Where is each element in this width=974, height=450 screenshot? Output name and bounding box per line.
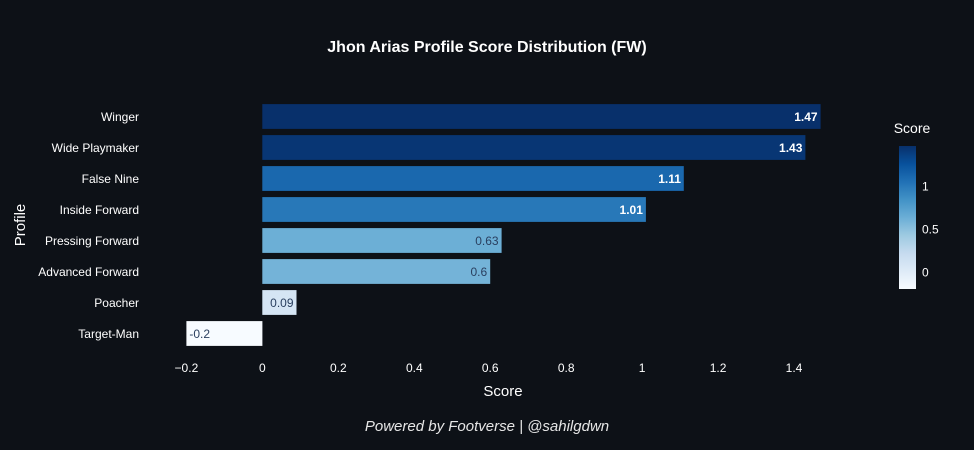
y-axis-title: Profile bbox=[12, 204, 29, 247]
chart-title: Jhon Arias Profile Score Distribution (F… bbox=[327, 39, 646, 56]
y-tick-labels: Winger Wide Playmaker False Nine Inside For… bbox=[38, 110, 139, 341]
x-tick-label: 0.6 bbox=[482, 361, 499, 375]
y-tick-label: Target-Man bbox=[78, 327, 139, 341]
y-tick-label: Winger bbox=[101, 110, 139, 124]
x-tick-label: 1.4 bbox=[786, 361, 803, 375]
colorbar-title: Score bbox=[894, 120, 931, 136]
y-tick-label: False Nine bbox=[82, 172, 140, 186]
x-tick-label: 0 bbox=[259, 361, 266, 375]
bar-value-label: 1.01 bbox=[620, 203, 644, 217]
y-tick-label: Inside Forward bbox=[60, 203, 139, 217]
colorbar-tick-label: 0 bbox=[922, 265, 929, 279]
bar-value-label: 1.47 bbox=[794, 110, 818, 124]
y-tick-label: Advanced Forward bbox=[38, 265, 139, 279]
x-axis-title: Score bbox=[483, 383, 522, 400]
y-tick-label: Wide Playmaker bbox=[52, 141, 139, 155]
colorbar-ticks: 00.51 bbox=[922, 180, 939, 280]
x-tick-label: 0.2 bbox=[330, 361, 347, 375]
bar-inside-forward bbox=[262, 197, 646, 222]
x-tick-label: 0.4 bbox=[406, 361, 423, 375]
y-tick-label: Pressing Forward bbox=[45, 234, 139, 248]
bars-layer: 1.47 1.43 1.11 1.01 0.63 0.6 0.09 -0.2 bbox=[186, 104, 821, 346]
bar-value-label: 1.11 bbox=[658, 172, 681, 186]
bar-target-man bbox=[186, 321, 263, 346]
footer-credit: Powered by Footverse | @sahilgdwn bbox=[364, 418, 610, 435]
x-tick-label: 1 bbox=[639, 361, 646, 375]
x-tick-label: 0.8 bbox=[558, 361, 575, 375]
x-tick-label: −0.2 bbox=[175, 361, 199, 375]
y-tick-label: Poacher bbox=[94, 296, 139, 310]
bar-chart: Jhon Arias Profile Score Distribution (F… bbox=[12, 39, 939, 400]
colorbar-tick-label: 0.5 bbox=[922, 223, 939, 237]
bar-value-label: 0.09 bbox=[270, 296, 294, 310]
bar-value-label: 0.63 bbox=[475, 234, 499, 248]
colorbar: Score 00.51 bbox=[894, 120, 939, 289]
bar-false-nine bbox=[262, 166, 684, 191]
colorbar-tick-label: 1 bbox=[922, 180, 929, 194]
bar-value-label: -0.2 bbox=[189, 327, 210, 341]
bar-value-label: 0.6 bbox=[471, 265, 488, 279]
bar-pressing-forward bbox=[262, 228, 502, 253]
colorbar-gradient bbox=[899, 146, 916, 289]
bar-advanced-forward bbox=[262, 259, 491, 284]
bar-wide-playmaker bbox=[262, 135, 806, 160]
bar-value-label: 1.43 bbox=[779, 141, 803, 155]
x-tick-labels: −0.2 0 0.2 0.4 0.6 0.8 1 1.2 1.4 bbox=[175, 361, 803, 375]
bar-poacher bbox=[262, 290, 297, 315]
bar-winger bbox=[262, 104, 821, 129]
x-tick-label: 1.2 bbox=[710, 361, 727, 375]
